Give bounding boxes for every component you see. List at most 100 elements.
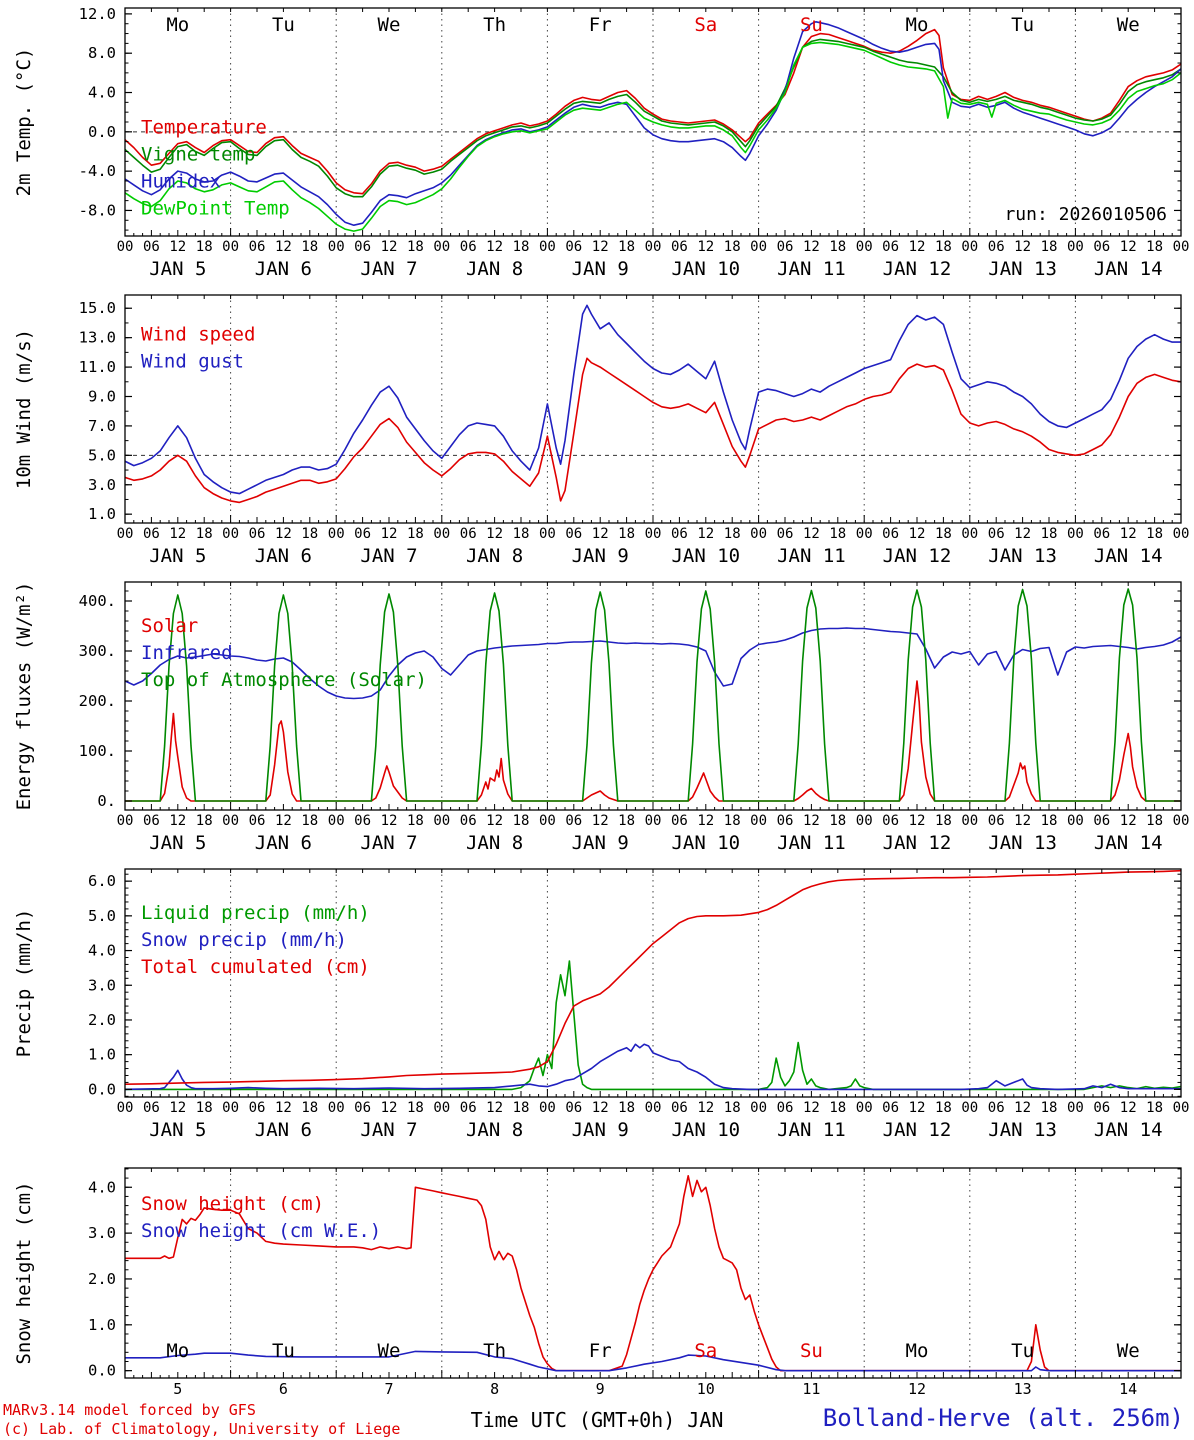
hour-label: 00 — [222, 813, 239, 829]
hour-label: 18 — [301, 526, 318, 542]
hour-label: 12 — [697, 526, 714, 542]
hour-label: 00 — [961, 1100, 978, 1116]
day-label: JAN 7 — [360, 832, 417, 854]
day-label: JAN 12 — [883, 258, 952, 280]
y-tick-label: 0.0 — [88, 1080, 116, 1098]
hour-label: 00 — [961, 526, 978, 542]
weekday-label: Su — [800, 1340, 823, 1362]
y-tick-label: 6.0 — [88, 872, 116, 890]
hour-label: 18 — [829, 526, 846, 542]
hour-label: 06 — [565, 526, 582, 542]
hour-label: 06 — [143, 1100, 160, 1116]
hour-label: 00 — [1067, 239, 1084, 255]
hour-label: 18 — [618, 526, 635, 542]
temperature-chart: 12.0 8.0 4.0 0.0 -4.0 -8.0 00 06 12 18 00 06 12 18 00 0… — [13, 5, 1190, 280]
day-label: JAN 8 — [466, 832, 523, 854]
hour-label: 00 — [645, 239, 662, 255]
day-label: JAN 6 — [255, 832, 312, 854]
vigne-temp-series-line — [125, 38, 1181, 198]
humidex-series-line — [125, 20, 1181, 226]
hour-label: 18 — [724, 813, 741, 829]
hour-label: 18 — [1041, 1100, 1058, 1116]
day-label: JAN 8 — [466, 1119, 523, 1141]
hour-label: 00 — [539, 1100, 556, 1116]
y-tick-label: 4.0 — [88, 942, 116, 960]
hour-label: 18 — [513, 813, 530, 829]
hour-label: 12 — [592, 239, 609, 255]
hour-label: 00 — [1067, 526, 1084, 542]
hour-label: 00 — [328, 526, 345, 542]
legend-top-of-atmosphere: Top of Atmosphere (Solar) — [141, 669, 427, 691]
day-label: JAN 9 — [572, 1119, 629, 1141]
day-label: 8 — [490, 1380, 499, 1398]
hour-label: 12 — [169, 813, 186, 829]
day-label: JAN 5 — [149, 1119, 206, 1141]
hour-label: 06 — [143, 813, 160, 829]
wind-chart: 15.013.011.09.07.05.03.01.000 06 12 18 00 06 1… — [13, 294, 1189, 567]
hour-label: 00 — [1173, 239, 1190, 255]
hour-label: 06 — [565, 813, 582, 829]
hour-label: 18 — [1041, 813, 1058, 829]
hour-label: 12 — [169, 1100, 186, 1116]
hour-label: 12 — [909, 1100, 926, 1116]
hour-label: 12 — [697, 239, 714, 255]
hour-label: 06 — [460, 813, 477, 829]
hour-label: 06 — [249, 1100, 266, 1116]
day-label: JAN 9 — [572, 832, 629, 854]
hour-label: 18 — [407, 239, 424, 255]
hour-label: 12 — [486, 813, 503, 829]
y-axis-title: Precip (mm/h) — [13, 909, 35, 1058]
hour-label: 18 — [724, 239, 741, 255]
y-tick-label: 13.0 — [79, 329, 116, 347]
weekday-label: We — [1117, 1340, 1140, 1362]
y-axis-title: Snow height (cm) — [13, 1181, 35, 1364]
day-label: JAN 12 — [883, 545, 952, 567]
hour-label: 00 — [328, 239, 345, 255]
hour-label: 00 — [539, 239, 556, 255]
hour-label: 12 — [1014, 526, 1031, 542]
hour-label: 18 — [513, 239, 530, 255]
day-label: JAN 6 — [255, 258, 312, 280]
y-axis-title: Energy fluxes (W/m²) — [13, 582, 35, 811]
hour-label: 00 — [645, 526, 662, 542]
hour-label: 12 — [486, 526, 503, 542]
model-credit-line1: MARv3.14 model forced by GFS — [3, 1401, 256, 1419]
precip-chart: 6.05.04.03.02.01.00.000 06 12 18 00 06 12 18 00 0… — [13, 868, 1190, 1141]
hour-label: 06 — [671, 1100, 688, 1116]
y-tick-label: 0. — [97, 792, 116, 810]
hour-label: 12 — [381, 239, 398, 255]
legend-snow-precip: Snow precip (mm/h) — [141, 929, 347, 951]
hour-label: 00 — [222, 239, 239, 255]
hour-label: 12 — [592, 526, 609, 542]
legend-wind-speed: Wind speed — [141, 324, 255, 346]
y-tick-label: 300. — [79, 642, 116, 660]
hour-label: 06 — [671, 239, 688, 255]
hour-label: 18 — [935, 813, 952, 829]
day-label: JAN 14 — [1094, 1119, 1163, 1141]
hour-label: 00 — [1173, 1100, 1190, 1116]
hour-label: 00 — [856, 813, 873, 829]
infrared-series-line — [125, 627, 1181, 700]
hour-label: 00 — [856, 1100, 873, 1116]
day-label: JAN 6 — [255, 1119, 312, 1141]
hour-label: 12 — [275, 1100, 292, 1116]
y-tick-label: 4.0 — [88, 84, 116, 102]
day-label: 7 — [384, 1380, 393, 1398]
hour-label: 18 — [407, 813, 424, 829]
hour-label: 00 — [856, 526, 873, 542]
hour-label: 06 — [1093, 526, 1110, 542]
y-tick-label: 3.0 — [88, 476, 116, 494]
panel-2m-temperature: 12.0 8.0 4.0 0.0 -4.0 -8.0 00 06 12 18 00 06 12 18 00 0… — [0, 0, 1194, 287]
station-label: Bolland-Herve (alt. 256m) — [822, 1404, 1184, 1432]
y-tick-label: 12.0 — [79, 5, 116, 23]
hour-label: 18 — [618, 239, 635, 255]
hour-label: 18 — [618, 1100, 635, 1116]
hour-label: 12 — [803, 813, 820, 829]
y-tick-label: 8.0 — [88, 44, 116, 62]
dewpoint-temp-series-line — [125, 41, 1181, 232]
y-tick-label: 1.0 — [88, 505, 116, 523]
temperature-series-line — [125, 28, 1181, 195]
wind-speed-series-line — [125, 357, 1181, 504]
y-tick-label: 1.0 — [88, 1316, 116, 1334]
